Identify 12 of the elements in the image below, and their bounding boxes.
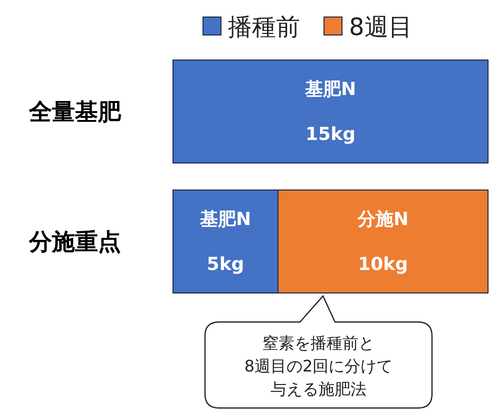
legend-label: 8週目 bbox=[349, 13, 412, 41]
y-tick-label: 分施重点 bbox=[28, 230, 121, 256]
data-label: 5kg bbox=[206, 254, 244, 276]
text: 基肥N bbox=[304, 78, 356, 100]
y-tick-label: 全量基肥 bbox=[28, 100, 122, 126]
annotation: 分施N bbox=[356, 208, 409, 230]
annotation: 基肥N bbox=[198, 208, 252, 230]
legend-label: 播種前 bbox=[228, 13, 300, 41]
data-label: 10kg bbox=[358, 254, 408, 276]
annotation: 窒素を播種前と8週目の2回に分けて与える施肥法 bbox=[244, 334, 393, 399]
data-label: 15kg bbox=[306, 124, 356, 146]
callout: 窒素を播種前と8週目の2回に分けて与える施肥法 bbox=[204, 295, 433, 409]
